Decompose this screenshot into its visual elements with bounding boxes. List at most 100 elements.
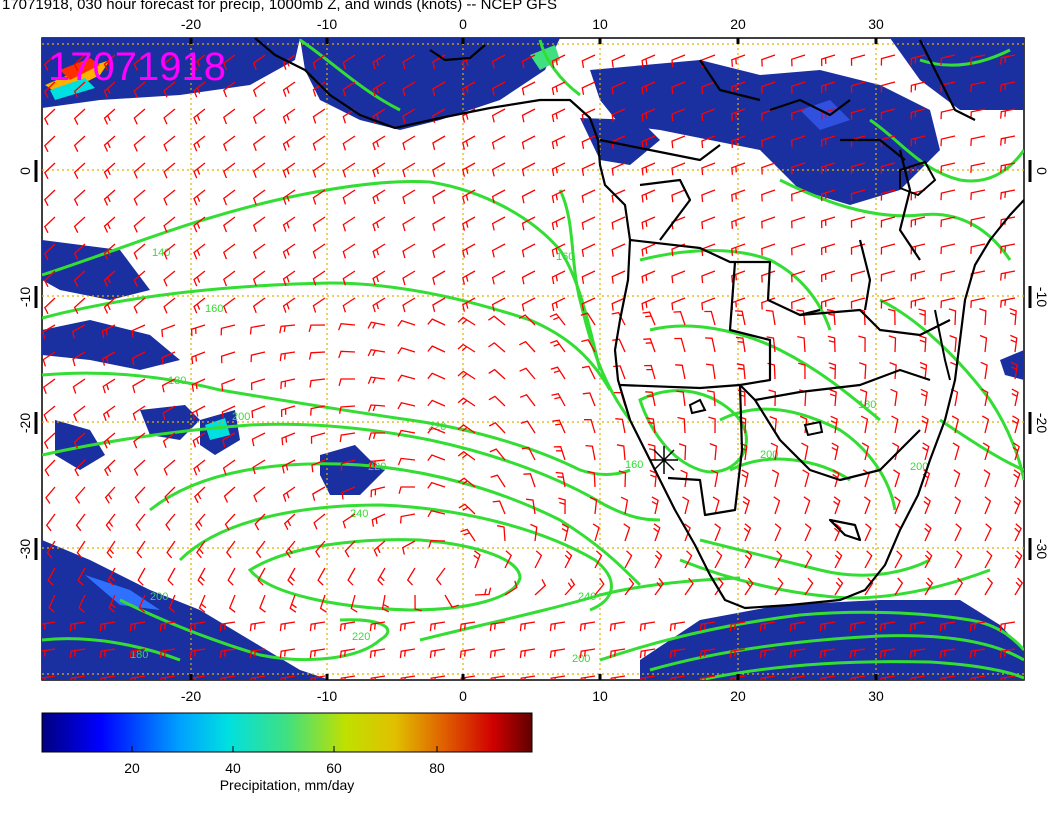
- wind-barb: [492, 500, 506, 515]
- wind-barb: [342, 135, 356, 151]
- wind-barb: [249, 648, 266, 659]
- wind-barb: [491, 81, 506, 96]
- wind-barb: [797, 335, 806, 353]
- wind-barb: [849, 621, 866, 632]
- wind-barb: [615, 418, 626, 434]
- wind-barb: [551, 54, 566, 69]
- wind-barb: [701, 270, 716, 284]
- wind-barb: [457, 424, 476, 434]
- wind-barb: [255, 540, 266, 559]
- wind-barb: [103, 135, 116, 152]
- wind-barb: [400, 675, 416, 680]
- wind-barb: [43, 405, 56, 422]
- wind-barb: [759, 648, 776, 659]
- wind-barb: [820, 675, 836, 680]
- wind-barb: [309, 648, 326, 659]
- wind-barb: [521, 270, 536, 285]
- wind-barb: [45, 513, 56, 532]
- wind-barb: [940, 189, 956, 201]
- wind-barb: [789, 621, 806, 632]
- colorbar-tick-label: 80: [429, 760, 445, 776]
- wind-barb: [521, 216, 536, 231]
- wind-barb: [714, 550, 723, 569]
- wind-barb: [339, 621, 356, 632]
- wind-barb: [489, 448, 506, 461]
- wind-barb: [549, 648, 566, 659]
- wind-barb: [954, 496, 962, 515]
- wind-barb: [623, 523, 631, 542]
- wind-barb: [949, 334, 957, 353]
- wind-barb: [250, 351, 266, 363]
- wind-barb: [587, 470, 596, 488]
- wind-barb: [406, 567, 416, 586]
- wind-barb: [521, 81, 536, 96]
- wind-barb: [1000, 162, 1016, 173]
- wind-barb: [699, 648, 716, 659]
- wind-barb: [73, 81, 86, 98]
- wind-barb: [402, 216, 416, 232]
- lat-tick-label: -10: [1034, 287, 1050, 307]
- wind-barb: [193, 459, 206, 476]
- lon-tick-label: 30: [868, 688, 884, 704]
- wind-barb: [397, 347, 416, 355]
- wind-barb: [801, 442, 809, 461]
- wind-barb: [887, 308, 896, 326]
- wind-barb: [804, 577, 814, 596]
- wind-barb: [1011, 388, 1019, 407]
- wind-barb: [432, 162, 446, 177]
- wind-barb: [491, 189, 506, 204]
- wind-barb: [1000, 297, 1016, 308]
- wind-barb: [735, 310, 746, 326]
- wind-barb: [761, 216, 776, 229]
- wind-barb: [820, 189, 836, 202]
- wind-barb: [1000, 108, 1016, 119]
- wind-barb: [624, 550, 633, 569]
- wind-barb: [310, 432, 326, 444]
- wind-barb: [970, 162, 986, 173]
- wind-barb: [73, 405, 86, 422]
- wind-barb: [641, 297, 656, 311]
- wind-barb: [397, 457, 416, 466]
- wind-barb: [129, 621, 146, 632]
- wind-barb: [311, 459, 326, 473]
- wind-barb: [770, 442, 779, 461]
- wind-barb: [879, 648, 896, 659]
- wind-barb: [671, 135, 686, 149]
- wind-barb: [791, 135, 806, 148]
- wind-barb: [99, 648, 116, 659]
- wind-barb: [459, 621, 476, 632]
- lat-labels-right: 0 -10 -20 -30: [1034, 167, 1050, 559]
- wind-barb: [520, 420, 536, 434]
- wind-barb: [611, 162, 626, 176]
- wind-barb: [428, 540, 446, 548]
- wind-barb: [48, 594, 56, 613]
- lat-labels-left: 0 -10 -20 -30: [17, 167, 33, 559]
- contour-label: 180: [858, 399, 876, 411]
- wind-barb: [970, 135, 986, 146]
- wind-barb: [73, 270, 86, 287]
- wind-barb: [161, 351, 176, 365]
- wind-barb: [280, 405, 296, 418]
- wind-barb: [250, 675, 266, 680]
- wind-barb: [644, 364, 656, 380]
- wind-barb: [1010, 334, 1018, 353]
- wind-barb: [137, 567, 146, 586]
- wind-barb: [488, 315, 506, 326]
- wind-barb: [223, 54, 236, 71]
- wind-barb: [796, 309, 806, 326]
- wind-barb: [671, 270, 686, 284]
- wind-barb: [101, 324, 116, 339]
- contour-label: 200: [572, 653, 590, 665]
- wind-barb: [457, 450, 476, 461]
- wind-barb: [161, 378, 176, 393]
- lat-tick-label: -30: [17, 539, 33, 559]
- wind-barb: [864, 550, 873, 569]
- wind-barb: [581, 81, 596, 95]
- wind-barb: [551, 189, 566, 204]
- wind-barb: [983, 469, 991, 488]
- wind-barb: [1000, 270, 1016, 281]
- wind-barb: [462, 243, 476, 258]
- wind-barb: [462, 297, 476, 312]
- wind-barb: [249, 621, 266, 632]
